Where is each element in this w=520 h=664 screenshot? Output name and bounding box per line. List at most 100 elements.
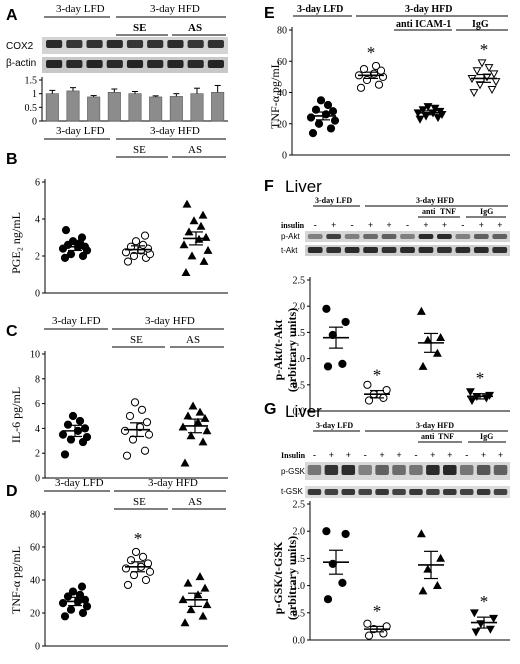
panel-letter: F xyxy=(264,178,274,195)
data-point xyxy=(374,80,384,89)
y-tick-label: 60 xyxy=(277,57,287,68)
panel-letter: E xyxy=(264,5,275,22)
insulin-sign: - xyxy=(351,220,354,230)
bar xyxy=(211,92,225,122)
data-point xyxy=(328,559,337,568)
blot-band xyxy=(86,40,103,48)
blot-band xyxy=(493,489,508,495)
insulin-sign: + xyxy=(447,450,452,460)
data-point xyxy=(198,611,208,620)
blot-band xyxy=(341,465,356,475)
subgroup-label-tnf: TNF xyxy=(440,207,456,216)
data-point xyxy=(60,253,70,262)
blot-band xyxy=(437,234,452,239)
insulin-sign: - xyxy=(406,220,409,230)
panel-a: A 3-day LFD 3-day HFD SE AS COX2 β-actin… xyxy=(6,3,228,128)
y-tick-label: 0.5 xyxy=(293,608,306,619)
data-point xyxy=(180,458,190,467)
western-blot-t-gsk xyxy=(305,486,510,498)
bar xyxy=(128,93,142,122)
data-point xyxy=(130,398,140,407)
data-point xyxy=(123,580,133,590)
data-point xyxy=(308,129,318,138)
group-label-lfd: 3-day LFD xyxy=(55,477,104,489)
data-point xyxy=(314,119,324,128)
data-point xyxy=(140,231,150,240)
data-point xyxy=(418,586,428,595)
subgroup-label-igg: IgG xyxy=(480,432,493,441)
subgroup-label-se: SE xyxy=(133,496,146,508)
data-point xyxy=(471,628,481,637)
y-axis-label: PGE₂ ng/mL xyxy=(9,212,23,274)
data-point xyxy=(61,226,71,235)
data-point xyxy=(188,401,198,410)
y-tick-label: 1.0 xyxy=(293,354,306,365)
data-point xyxy=(338,578,347,587)
data-point xyxy=(186,605,196,614)
y-tick-label: 80 xyxy=(30,510,40,521)
data-point xyxy=(193,590,203,599)
blot-band xyxy=(437,247,452,253)
y-tick-label: 0.0 xyxy=(293,636,306,647)
data-point xyxy=(186,431,196,440)
data-point xyxy=(193,417,203,426)
data-point xyxy=(60,612,70,621)
significance-marker: * xyxy=(134,529,143,548)
insulin-signs: - + + - + + - + + - + + xyxy=(313,450,503,460)
bar xyxy=(107,92,121,122)
data-point xyxy=(200,413,210,422)
blot-band xyxy=(66,60,83,68)
y-tick-label: 1.5 xyxy=(293,554,306,565)
insulin-label: insulin xyxy=(281,221,305,230)
data-point xyxy=(179,240,189,249)
data-point xyxy=(363,380,372,389)
y-axis-label: p-Akt/t-Akt xyxy=(271,320,285,381)
data-point xyxy=(141,575,151,585)
panel-g: G Liver 3-day LFD 3-day HFD anti TNF IgG… xyxy=(264,401,510,647)
insulin-sign: - xyxy=(364,450,367,460)
blot-label-p-gsk: p-GSK xyxy=(281,467,306,476)
data-point xyxy=(423,564,433,573)
blot-band xyxy=(381,247,397,253)
y-tick-label: 0 xyxy=(282,151,287,162)
panel-c: C 3-day LFD 3-day HFD SE AS IL-6 pg/mL 0… xyxy=(6,315,228,485)
data-point xyxy=(371,61,381,71)
data-point xyxy=(66,250,76,259)
group-label-lfd: 3-day LFD xyxy=(316,421,353,430)
blot-band xyxy=(326,247,342,253)
data-point xyxy=(484,64,494,73)
blot-band xyxy=(492,234,508,239)
scatter-chart-d: 0 20 40 60 80 * xyxy=(30,510,228,653)
data-point xyxy=(379,629,388,638)
blot-band xyxy=(344,234,360,239)
data-point xyxy=(487,85,497,95)
blot-band xyxy=(126,60,144,68)
y-tick-label: 1.0 xyxy=(293,581,306,592)
data-point xyxy=(196,221,206,230)
data-point xyxy=(491,78,501,87)
blot-band xyxy=(307,234,323,239)
blot-band xyxy=(493,465,508,475)
data-point xyxy=(323,100,333,110)
y-tick-label: 0 xyxy=(35,474,40,485)
data-point xyxy=(201,232,211,241)
y-tick-label: 60 xyxy=(30,543,40,554)
data-point xyxy=(476,620,486,629)
blot-band xyxy=(443,489,457,495)
subgroup-label-as: AS xyxy=(188,22,202,34)
blot-band xyxy=(363,247,378,253)
subgroup-label-se: SE xyxy=(133,22,146,34)
tissue-label: Liver xyxy=(285,177,322,196)
insulin-sign: - xyxy=(465,450,468,460)
data-point xyxy=(432,580,442,589)
y-tick-label: 4 xyxy=(35,215,40,226)
blot-band xyxy=(307,247,323,253)
bar xyxy=(190,93,204,122)
blot-band xyxy=(324,465,339,475)
data-point xyxy=(322,527,331,536)
data-point xyxy=(195,572,205,581)
group-label-hfd: 3-day HFD xyxy=(416,196,454,205)
data-point xyxy=(323,362,333,371)
y-axis-label: IL-6 pg/mL xyxy=(9,387,23,443)
blot-band xyxy=(147,40,164,48)
